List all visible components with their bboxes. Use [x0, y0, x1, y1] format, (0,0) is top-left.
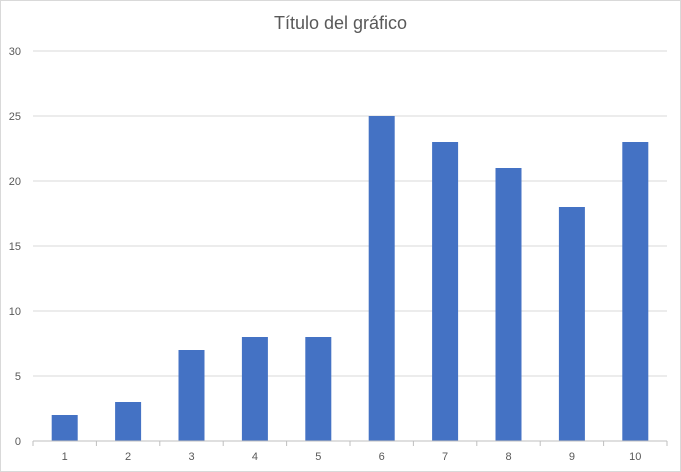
x-tick-label: 5 [315, 451, 321, 463]
y-axis-ticks: 0 5 10 15 20 25 30 [9, 46, 21, 448]
x-tick-label: 2 [125, 451, 131, 463]
x-tick-label: 7 [442, 451, 448, 463]
x-tick-label: 1 [62, 451, 68, 463]
chart-title: Título del gráfico [273, 13, 408, 33]
y-tick-label: 10 [9, 306, 21, 318]
bar-8 [495, 168, 522, 441]
x-tick-label: 10 [629, 451, 641, 463]
bar-3 [178, 350, 205, 441]
x-tick-label: 9 [569, 451, 575, 463]
y-tick-label: 30 [9, 46, 21, 58]
x-tick-label: 4 [252, 451, 258, 463]
bar-10 [622, 142, 649, 441]
x-axis [32, 440, 668, 446]
x-tick-label: 8 [505, 451, 511, 463]
bar-6 [368, 116, 395, 441]
bar-9 [558, 207, 585, 441]
y-tick-label: 0 [15, 436, 21, 448]
bar-2 [115, 402, 142, 441]
y-tick-label: 20 [9, 176, 21, 188]
y-tick-label: 15 [9, 241, 21, 253]
bar-7 [432, 142, 459, 441]
bar-1 [51, 415, 78, 441]
bars [51, 116, 649, 441]
bar-5 [305, 337, 332, 441]
x-tick-label: 3 [188, 451, 194, 463]
y-tick-label: 5 [15, 371, 21, 383]
x-axis-ticks: 1 2 3 4 5 6 7 8 9 10 [62, 451, 642, 463]
bar-4 [241, 337, 268, 441]
x-tick-label: 6 [379, 451, 385, 463]
y-tick-label: 25 [9, 111, 21, 123]
